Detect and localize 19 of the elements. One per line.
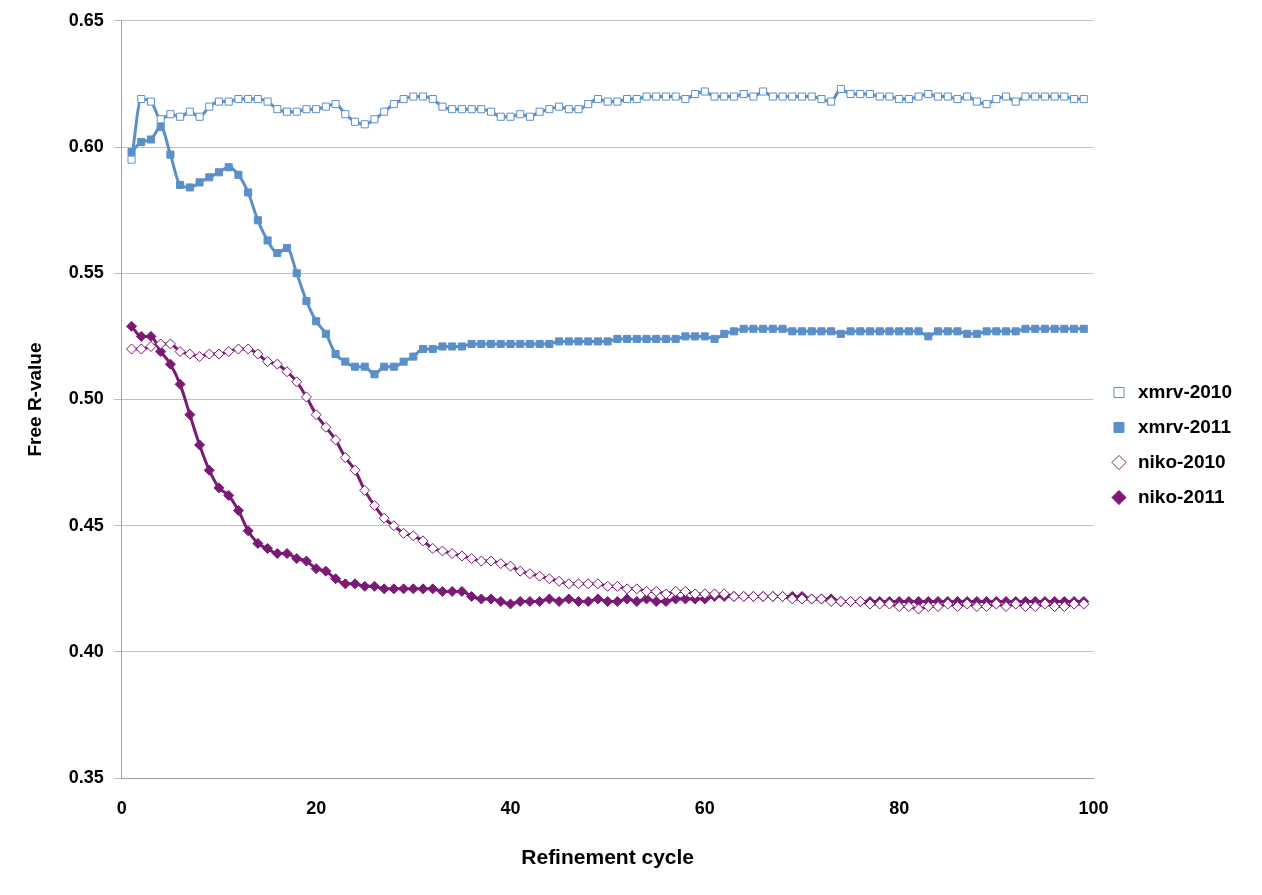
x-tick-label: 60	[694, 797, 715, 818]
x-tick-label: 0	[116, 797, 127, 818]
x-tick-label: 20	[306, 797, 327, 818]
y-tick-label: 0.60	[68, 136, 104, 156]
legend-label: niko-2011	[1137, 485, 1226, 507]
y-tick-label: 0.50	[68, 388, 104, 409]
y-axis-title: Free R-value	[23, 342, 45, 457]
y-tick-label: 0.45	[68, 514, 104, 535]
legend-label: xmrv-2011	[1137, 415, 1232, 437]
x-tick-label: 80	[889, 797, 910, 818]
legend-label: xmrv-2010	[1137, 380, 1233, 402]
x-axis-title: Refinement cycle	[521, 845, 695, 869]
x-tick-label: 100	[1078, 797, 1109, 818]
legend-label: niko-2010	[1137, 450, 1226, 472]
y-tick-label: 0.40	[68, 640, 104, 661]
y-tick-label: 0.35	[68, 767, 104, 788]
x-tick-label: 40	[500, 797, 521, 818]
y-tick-label: 0.65	[68, 9, 104, 30]
y-tick-label: 0.55	[68, 262, 104, 283]
